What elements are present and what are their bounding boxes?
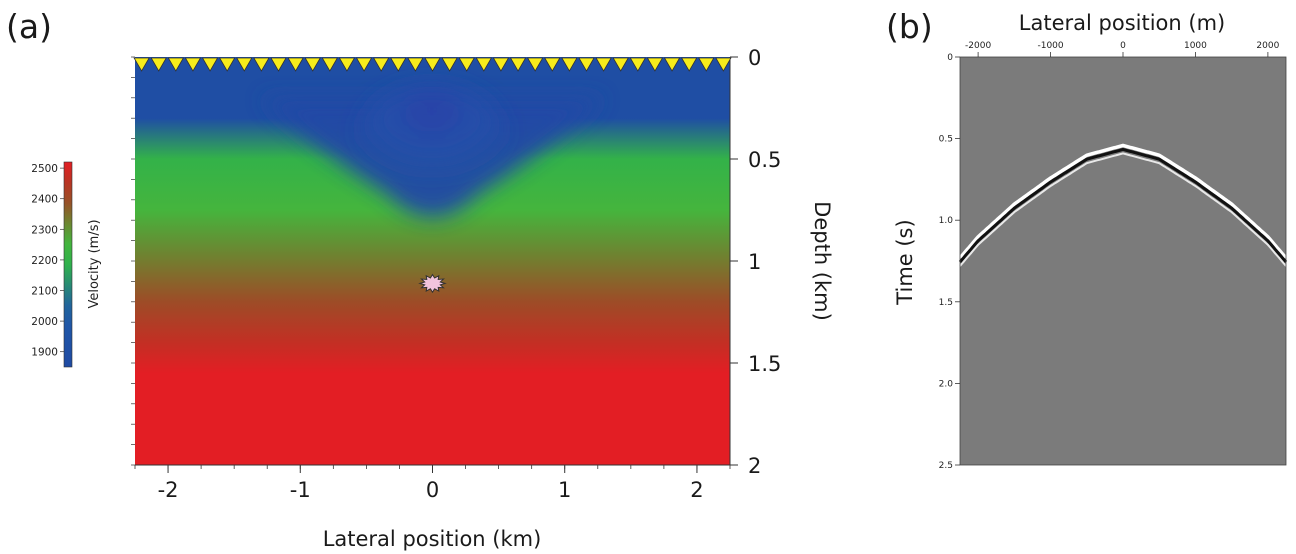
plot-b-x-tick-label: -2000 bbox=[965, 41, 991, 51]
plot-b-y-tick-label: 0.5 bbox=[939, 135, 953, 145]
colorbar-tick-label: 2300 bbox=[31, 224, 58, 236]
colorbar-ticks: 1900 2000 2100 2200 2300 2400 2500 bbox=[31, 163, 64, 359]
colorbar-bar bbox=[63, 161, 73, 368]
receiver-marker bbox=[663, 57, 681, 72]
receiver-marker bbox=[201, 57, 219, 72]
plot-b-y-tick-label: 1.5 bbox=[939, 298, 953, 308]
receiver-marker bbox=[595, 57, 612, 72]
plot-b-y-tick-label: 1.0 bbox=[939, 216, 954, 226]
colorbar-label: Velocity (m/s) bbox=[87, 219, 102, 308]
receiver-marker bbox=[475, 57, 493, 72]
receiver-marker bbox=[253, 57, 270, 72]
receiver-marker bbox=[167, 57, 185, 72]
plot-a-ylabel: Depth (km) bbox=[810, 201, 834, 321]
plot-b-x-tick-label: 1000 bbox=[1184, 41, 1207, 51]
receiver-marker bbox=[526, 57, 544, 72]
receiver-marker bbox=[287, 57, 304, 72]
receiver-marker bbox=[544, 57, 561, 72]
receiver-marker bbox=[458, 57, 475, 72]
velocity-model-plot: -2 -1 0 1 2 0 0.5 1 1.5 2 Lateral position (km) D… bbox=[131, 46, 834, 551]
plot-b-x-tick-label: 2000 bbox=[1256, 41, 1279, 51]
hyperbola-arrival bbox=[958, 143, 1288, 267]
receiver-marker bbox=[355, 57, 373, 72]
colorbar-tick-label: 2100 bbox=[31, 286, 58, 298]
source-marker bbox=[418, 273, 447, 294]
receiver-marker bbox=[680, 57, 698, 72]
anomaly-core bbox=[357, 85, 507, 195]
receiver-marker bbox=[184, 57, 202, 72]
colorbar-tick-label: 2000 bbox=[31, 316, 58, 328]
plot-b-y-tick-label: 0 bbox=[947, 53, 953, 63]
plot-b-x-tick-label: -1000 bbox=[1037, 41, 1063, 51]
receiver-marker bbox=[270, 57, 287, 72]
receiver-marker bbox=[612, 57, 629, 72]
plot-a-axes: -2 -1 0 1 2 0 0.5 1 1.5 2 bbox=[131, 46, 781, 502]
receiver-marker bbox=[424, 57, 441, 72]
plot-a-y-tick-label: 2 bbox=[748, 454, 761, 478]
receiver-marker bbox=[236, 57, 253, 72]
plot-a-x-tick-label: -2 bbox=[158, 478, 179, 502]
colorbar-tick-label: 2400 bbox=[31, 194, 58, 206]
receiver-marker bbox=[441, 57, 458, 72]
plot-a-x-tick-label: 1 bbox=[558, 478, 571, 502]
receiver-marker bbox=[321, 57, 339, 72]
panel-label-b: (b) bbox=[886, 7, 933, 46]
receiver-marker bbox=[218, 57, 236, 72]
receiver-marker bbox=[646, 57, 664, 72]
receiver-marker bbox=[304, 57, 321, 72]
colorbar-tick-label: 2500 bbox=[31, 163, 58, 175]
gather-background bbox=[960, 57, 1286, 465]
receiver-marker bbox=[715, 57, 732, 72]
colorbar-tick-label: 2200 bbox=[31, 255, 58, 267]
receiver-marker bbox=[338, 57, 356, 72]
plot-b-axes: -2000 -1000 0 1000 2000 0 0.5 1.0 1.5 2.0 2.5 bbox=[939, 41, 1287, 471]
colorbar-tick-label: 1900 bbox=[31, 347, 58, 359]
plot-a-y-tick-label: 1 bbox=[748, 250, 761, 274]
plot-b-xlabel: Lateral position (m) bbox=[1019, 11, 1225, 35]
receiver-marker bbox=[698, 57, 715, 72]
plot-a-x-tick-label: 0 bbox=[426, 478, 439, 502]
arrival-black-lobe bbox=[958, 147, 1288, 263]
receiver-marker bbox=[509, 57, 527, 72]
arrival-white-lobe bbox=[958, 143, 1288, 260]
receiver-marker bbox=[372, 57, 390, 72]
plot-b-y-tick-label: 2.5 bbox=[939, 461, 953, 471]
receiver-marker bbox=[390, 57, 407, 72]
receiver-array bbox=[133, 57, 732, 72]
plot-a-y-tick-label: 0.5 bbox=[748, 148, 781, 172]
plot-b-y-tick-label: 2.0 bbox=[939, 379, 954, 389]
receiver-marker bbox=[629, 57, 647, 72]
receiver-marker bbox=[578, 57, 595, 72]
seismic-gather-plot: -2000 -1000 0 1000 2000 0 0.5 1.0 1.5 2.0 2.5 Late… bbox=[893, 11, 1288, 471]
panel-label-a: (a) bbox=[6, 7, 52, 46]
plot-a-x-tick-label: 2 bbox=[690, 478, 703, 502]
plot-b-ylabel: Time (s) bbox=[893, 219, 917, 305]
plot-a-x-tick-label: -1 bbox=[290, 478, 311, 502]
plot-a-y-tick-label: 0 bbox=[748, 46, 761, 70]
receiver-marker bbox=[492, 57, 510, 72]
plot-a-xlabel: Lateral position (km) bbox=[323, 527, 542, 551]
receiver-marker bbox=[407, 57, 424, 72]
receiver-marker bbox=[133, 57, 150, 72]
colorbar: 1900 2000 2100 2200 2300 2400 2500 Velocity (m… bbox=[31, 161, 102, 368]
plot-b-x-tick-label: 0 bbox=[1120, 41, 1126, 51]
receiver-marker bbox=[561, 57, 578, 72]
arrival-trailing-lobe bbox=[959, 152, 1287, 267]
plot-a-y-tick-label: 1.5 bbox=[748, 352, 781, 376]
receiver-marker bbox=[150, 57, 167, 72]
